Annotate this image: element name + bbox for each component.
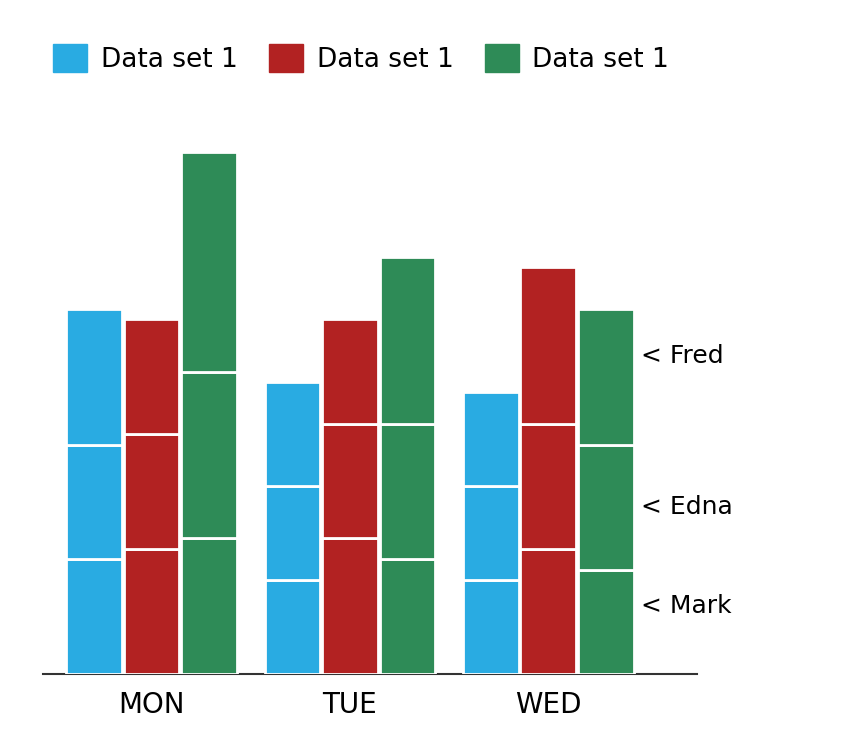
Text: < Fred: < Fred bbox=[642, 345, 724, 369]
Bar bbox=[380, 257, 435, 424]
Bar bbox=[66, 309, 122, 445]
Bar bbox=[463, 392, 518, 486]
Bar bbox=[264, 580, 320, 674]
Bar bbox=[322, 539, 377, 674]
Bar bbox=[66, 560, 122, 674]
Bar bbox=[124, 319, 179, 434]
Bar bbox=[181, 153, 237, 372]
Bar bbox=[463, 486, 518, 580]
Bar bbox=[380, 560, 435, 674]
Text: < Edna: < Edna bbox=[642, 495, 734, 519]
Bar bbox=[463, 580, 518, 674]
Bar bbox=[264, 382, 320, 486]
Bar bbox=[322, 424, 377, 539]
Bar bbox=[124, 549, 179, 674]
Bar bbox=[264, 486, 320, 580]
Text: < Mark: < Mark bbox=[642, 594, 732, 618]
Legend: Data set 1, Data set 1, Data set 1: Data set 1, Data set 1, Data set 1 bbox=[42, 33, 680, 83]
Bar bbox=[322, 319, 377, 424]
Bar bbox=[66, 445, 122, 560]
Bar bbox=[578, 570, 633, 674]
Bar bbox=[124, 434, 179, 549]
Bar bbox=[578, 445, 633, 570]
Bar bbox=[520, 424, 576, 549]
Bar bbox=[181, 372, 237, 539]
Bar bbox=[380, 424, 435, 560]
Bar bbox=[520, 549, 576, 674]
Bar bbox=[578, 309, 633, 445]
Bar bbox=[520, 267, 576, 424]
Bar bbox=[181, 539, 237, 674]
